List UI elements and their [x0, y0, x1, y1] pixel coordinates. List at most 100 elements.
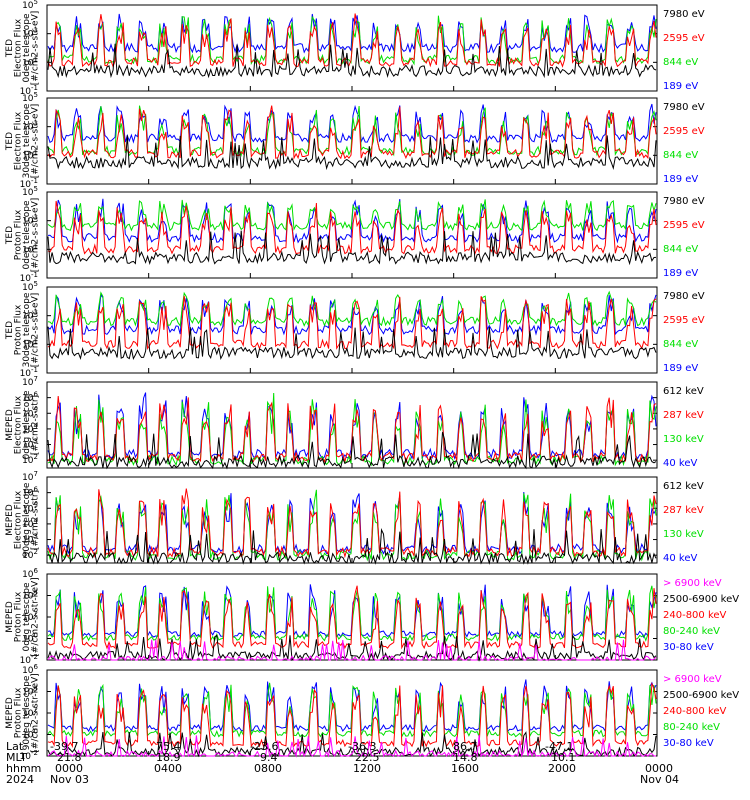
panel-7-ylabel-line: [#/cm2-s-str-keV]	[31, 577, 41, 656]
mlt-row-label: MLT	[6, 751, 27, 764]
panel-4-legend-green: 844 eV	[663, 339, 698, 350]
lat-tick-1600: 86.7	[453, 740, 478, 753]
panel-3-ylabel-line: Proton Flux	[14, 209, 24, 260]
hhmm-tick-1200: 1200	[353, 762, 381, 775]
panel-2-ylabel-line: 30deg telescope	[22, 103, 32, 178]
panel-1-legend-blue: 189 eV	[663, 81, 698, 92]
hhmm-row-label: hhmm	[6, 762, 42, 775]
panel-5-legend-green: 130 keV	[663, 434, 704, 445]
mlt-tick-0400: 18.9	[156, 751, 181, 764]
panel-4-ylabel-line: 30deg telescope	[22, 292, 32, 367]
panel-1-ytick-exponent: -1	[31, 84, 38, 92]
panel-2-legend-green: 844 eV	[663, 150, 698, 161]
panel-2-ylabel-line: TED	[5, 132, 15, 151]
panel-2-ylabel-line: Electron Flux	[14, 111, 24, 170]
panel-7-ylabel-line: Proton Flux	[14, 591, 24, 642]
year-row-label: 2024	[6, 773, 34, 786]
panel-2-trace-black	[47, 135, 657, 171]
panel-3-ytick-exponent: 5	[34, 185, 38, 193]
panel-5-ytick-exponent: 7	[34, 375, 38, 383]
panel-6-ylabel-line: [#/cm2-s-str]	[31, 490, 41, 550]
date-tick-end: Nov 04	[640, 773, 679, 786]
panel-4-ylabel-line: TED	[5, 321, 15, 340]
panel-5-ytick-exponent: 3	[34, 438, 38, 446]
panel-8-ylabel-line: 90deg telescope	[22, 675, 32, 750]
panel-8-ytick-exponent: 6	[34, 663, 39, 671]
panel-7-trace-magenta	[47, 639, 657, 662]
panel-3-ytick-exponent: 3	[34, 214, 38, 222]
panel-4-trace-black	[47, 326, 657, 361]
panel-6-ytick-exponent: 2	[34, 548, 38, 556]
date-tick-start: Nov 03	[50, 773, 89, 786]
panel-1-ytick-label: 105	[22, 0, 38, 11]
panel-2-ylabel-line: [#/cm2-s-str-eV]	[31, 104, 41, 179]
panel-1-ylabel-line: TED	[5, 39, 15, 58]
panel-5-ytick-exponent: 6	[34, 391, 39, 399]
panel-6-legend-blue: 40 keV	[663, 553, 697, 564]
panel-8-ylabel-line: [#/cm2-s-str-keV]	[31, 673, 41, 752]
panel-2-legend-black: 7980 eV	[663, 102, 705, 113]
panel-6-ylabel-line: MEPED	[5, 504, 15, 536]
hhmm-tick-end: 0000	[645, 762, 673, 775]
mlt-tick-0800: 9.4	[260, 751, 278, 764]
panel-4-trace-blue	[47, 293, 657, 336]
panel-6-legend-black: 612 keV	[663, 481, 704, 492]
panel-7-ytick-exponent: -2	[31, 653, 38, 661]
panel-8-legend-magenta: > 6900 keV	[663, 674, 722, 685]
panel-4-ytick-exponent: 1	[34, 337, 38, 345]
mlt-tick-0000: 21.8	[57, 751, 82, 764]
panel-6-ytick-exponent: 5	[34, 501, 38, 509]
panel-6-ytick-exponent: 7	[34, 470, 38, 478]
panel-3-legend-red: 2595 eV	[663, 220, 705, 231]
lat-tick-2000: -47.1	[545, 740, 574, 753]
panel-3-legend-blue: 189 eV	[663, 268, 698, 279]
panel-7-legend-blue: 30-80 keV	[663, 642, 714, 653]
lat-row-label: Lat	[6, 740, 24, 753]
lat-tick-1200: -36.3	[348, 740, 377, 753]
panel-6-ytick-label: 107	[22, 470, 38, 483]
panel-4-ytick-exponent: -1	[31, 366, 38, 374]
panel-5-legend-blue: 40 keV	[663, 458, 697, 469]
hhmm-tick-1600: 1600	[451, 762, 479, 775]
panel-4-legend-red: 2595 eV	[663, 315, 705, 326]
panel-2-ytick-exponent: 1	[34, 148, 38, 156]
panel-8-ytick-exponent: -2	[31, 749, 38, 757]
panel-3-legend-black: 7980 eV	[663, 196, 705, 207]
panel-7-ylabel-line: 0deg telescope	[22, 582, 32, 652]
panel-3-trace-black	[47, 230, 657, 266]
panel-8-ytick-exponent: 4	[34, 685, 39, 693]
panel-1-trace-black	[47, 43, 657, 79]
panel-2-ytick-exponent: 3	[34, 120, 38, 128]
panel-5-ylabel-line: Electron Flux	[14, 395, 24, 454]
panel-6-ytick-exponent: 3	[34, 533, 38, 541]
panel-8-trace-magenta	[47, 734, 656, 758]
panel-6-legend-green: 130 keV	[663, 529, 704, 540]
panel-2-legend-red: 2595 eV	[663, 126, 705, 137]
panel-8-ytick-exponent: 2	[34, 706, 38, 714]
panel-4-ytick-exponent: 5	[34, 280, 38, 288]
hhmm-tick-2000: 2000	[548, 762, 576, 775]
panel-3-ytick-exponent: 1	[34, 242, 38, 250]
hhmm-tick-0000: 0000	[55, 762, 83, 775]
panel-4-trace-green	[47, 290, 657, 328]
panel-5-ytick-exponent: 5	[34, 406, 38, 414]
panel-4-legend-black: 7980 eV	[663, 291, 705, 302]
lat-tick-0400: 75.4	[156, 740, 181, 753]
panel-8-ylabel-line: MEPED	[5, 697, 15, 729]
panel-1-trace-red	[47, 13, 657, 68]
panel-5-ylabel-line: MEPED	[5, 409, 15, 441]
panel-5-ytick-exponent: 4	[34, 422, 39, 430]
panel-1-ytick-exponent: 3	[34, 27, 38, 35]
panel-7-ytick-exponent: 4	[34, 589, 39, 597]
panel-2-ytick-exponent: 5	[34, 91, 38, 99]
panel-6-trace-black	[47, 527, 657, 565]
lat-tick-0000: -39.7	[50, 740, 79, 753]
panel-3-ylabel-line: TED	[5, 226, 15, 245]
mlt-tick-1600: 14.8	[453, 751, 478, 764]
panel-6-ylabel-line: 90deg telescope	[22, 482, 32, 557]
panel-1-trace-blue	[47, 13, 657, 54]
panel-8-legend-red: 240-800 keV	[663, 706, 727, 717]
mlt-tick-2000: 10.1	[551, 751, 576, 764]
panel-5-ytick-exponent: 2	[34, 453, 38, 461]
